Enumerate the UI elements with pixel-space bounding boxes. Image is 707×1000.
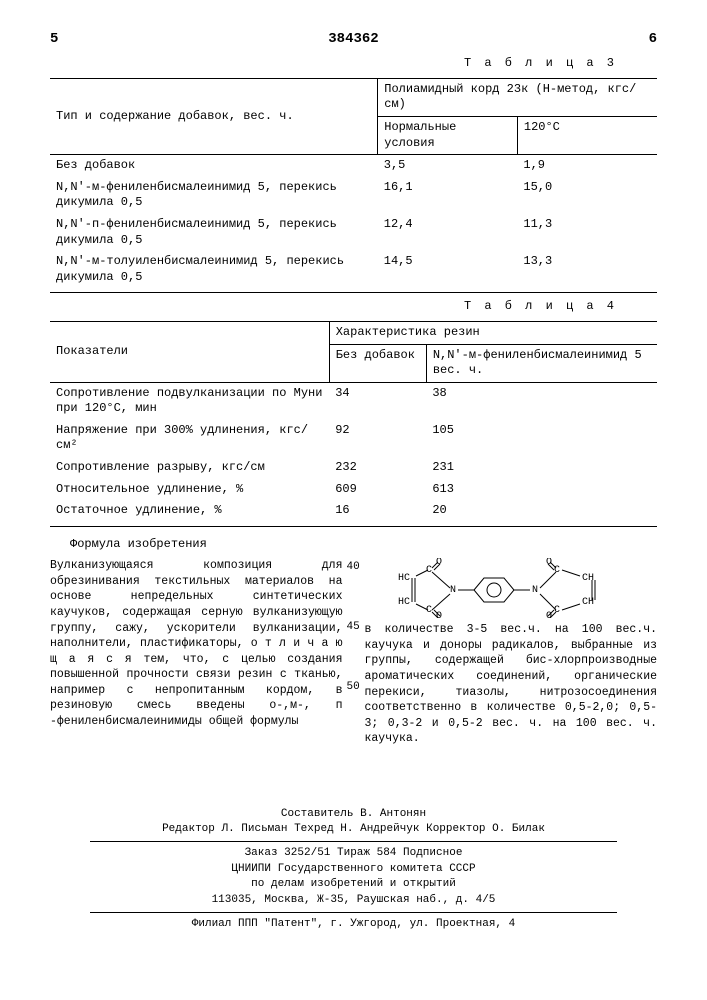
formula-title: Формула изобретения xyxy=(50,537,657,553)
t4-sub1: Без добавок xyxy=(329,344,426,382)
document-page: 5 384362 6 Т а б л и ц а 3 Тип и содержа… xyxy=(0,0,707,1000)
footer-line: ЦНИИПИ Государственного комитета СССР xyxy=(50,862,657,877)
footer-line: Заказ 3252/51 Тираж 584 Подписное xyxy=(50,846,657,861)
table-row: Сопротивление подвулканизации по Муни пр… xyxy=(50,383,657,420)
t3-sub2: 120°С xyxy=(517,116,657,154)
two-column-body: Вулканизующаяся композиция для обрезинив… xyxy=(50,558,657,746)
right-col-text: в количестве 3-5 вес.ч. на 100 вес.ч. ка… xyxy=(365,623,658,745)
table-row: Относительное удлинение, % 609 613 xyxy=(50,479,657,501)
left-column: Вулканизующаяся композиция для обрезинив… xyxy=(50,558,343,746)
chemical-formula-svg: HC HC C C O O N xyxy=(396,558,626,618)
t4-col-right: Характеристика резин xyxy=(329,322,657,344)
footer: Составитель В. Антонян Редактор Л. Письм… xyxy=(50,807,657,933)
table-row: Сопротивление разрыву, кгс/см 232 231 xyxy=(50,457,657,479)
svg-text:HC: HC xyxy=(398,573,410,584)
table-row: N,N'-п-фениленбисмалеинимид 5, перекись … xyxy=(50,214,657,251)
svg-text:HC: HC xyxy=(398,597,410,608)
table-row: Напряжение при 300% удлинения, кгс/см² 9… xyxy=(50,420,657,457)
left-col-text: Вулканизующаяся композиция для обрезинив… xyxy=(50,559,343,727)
footer-line: Филиал ППП "Патент", г. Ужгород, ул. Про… xyxy=(50,917,657,932)
table-row: Остаточное удлинение, % 16 20 xyxy=(50,500,657,522)
table4: Показатели Характеристика резин Без доба… xyxy=(50,322,657,522)
footer-line: Редактор Л. Письман Техред Н. Андрейчук … xyxy=(50,822,657,837)
header-left: 5 xyxy=(50,30,58,48)
t3-col-left: Тип и содержание добавок, вес. ч. xyxy=(50,79,378,155)
right-column: 40 45 50 HC HC C C O O N xyxy=(365,558,658,746)
table3-label: Т а б л и ц а 3 xyxy=(50,56,617,72)
table4-label: Т а б л и ц а 4 xyxy=(50,299,617,315)
header-right: 6 xyxy=(649,30,657,48)
footer-line: по делам изобретений и открытий xyxy=(50,877,657,892)
page-header: 5 384362 6 xyxy=(50,30,657,48)
table-row: Без добавок 3,5 1,9 xyxy=(50,155,657,177)
t3-sub1: Нормальные условия xyxy=(378,116,518,154)
footer-line: Составитель В. Антонян xyxy=(50,807,657,822)
table3: Тип и содержание добавок, вес. ч. Полиам… xyxy=(50,79,657,289)
svg-text:N: N xyxy=(532,585,538,596)
table-row: N,N'-м-фениленбисмалеинимид 5, перекись … xyxy=(50,177,657,214)
svg-text:N: N xyxy=(450,585,456,596)
svg-text:C: C xyxy=(426,605,432,616)
footer-line: 113035, Москва, Ж-35, Раушская наб., д. … xyxy=(50,893,657,908)
t4-sub2: N,N'-м-фениленбисмалеинимид 5 вес. ч. xyxy=(426,344,657,382)
svg-text:C: C xyxy=(554,605,560,616)
header-center: 384362 xyxy=(328,30,378,48)
table-row: N,N'-м-толуиленбисмалеинимид 5, перекись… xyxy=(50,251,657,288)
t4-col-left: Показатели xyxy=(50,322,329,382)
t3-col-right: Полиамидный корд 23к (Н-метод, кгс/см) xyxy=(378,79,657,117)
